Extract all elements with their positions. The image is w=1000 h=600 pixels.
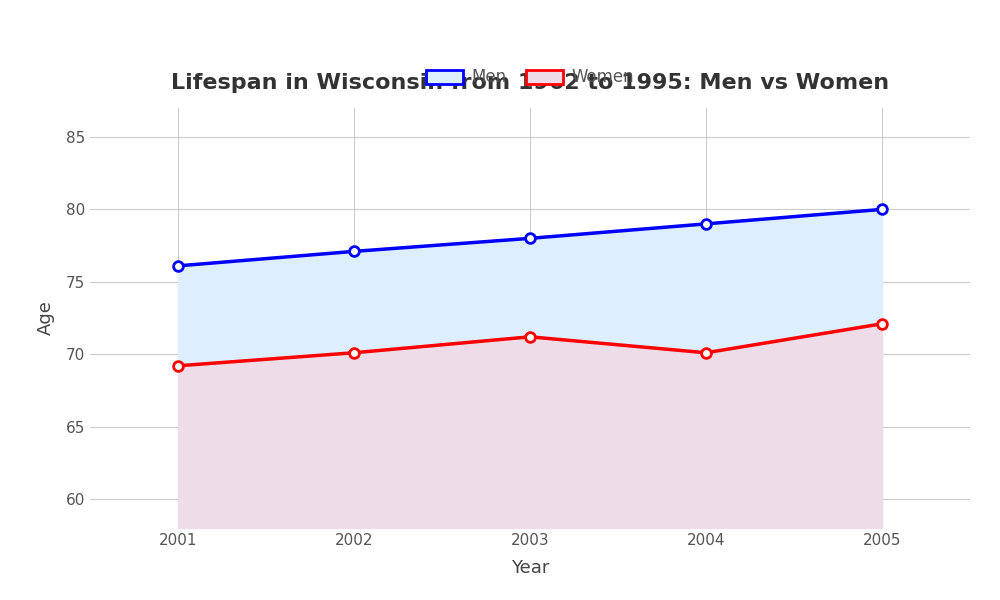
Legend: Men, Women: Men, Women	[419, 62, 641, 93]
Y-axis label: Age: Age	[37, 301, 55, 335]
X-axis label: Year: Year	[511, 559, 549, 577]
Title: Lifespan in Wisconsin from 1962 to 1995: Men vs Women: Lifespan in Wisconsin from 1962 to 1995:…	[171, 73, 889, 92]
